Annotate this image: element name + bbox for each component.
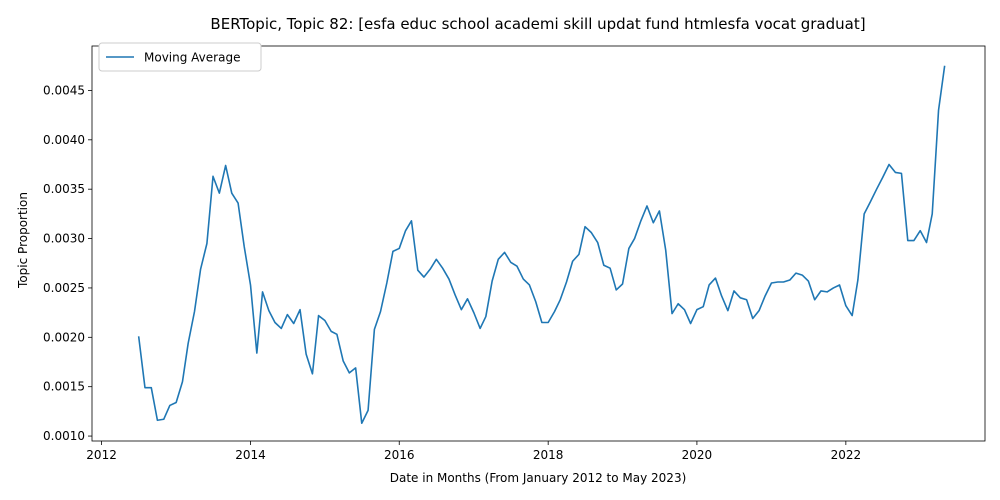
axes-frame <box>91 45 986 442</box>
y-tick-label: 0.0045 <box>43 83 85 97</box>
chart-title: BERTopic, Topic 82: [esfa educ school ac… <box>210 15 865 33</box>
x-tick-label: 2014 <box>235 448 266 462</box>
legend-label: Moving Average <box>144 51 240 65</box>
y-tick-label: 0.0040 <box>43 133 85 147</box>
plot-area: 2012 2014 2016 2018 2020 2022 0.00100.00150.0… <box>43 45 986 462</box>
y-tick-label: 0.0020 <box>43 330 85 344</box>
legend: Moving Average <box>98 42 262 72</box>
x-axis: 2012 2014 2016 2018 2020 2022 <box>86 441 861 462</box>
x-axis-label: Date in Months (From January 2012 to May… <box>390 471 687 485</box>
x-tick-label: 2020 <box>682 448 713 462</box>
y-tick-label: 0.0025 <box>43 281 85 295</box>
x-tick-label: 2022 <box>831 448 862 462</box>
series-line-moving-average <box>137 65 946 425</box>
legend-box <box>98 42 262 72</box>
y-axis: 0.0010 0.0015 0.0020 0.0025 0.0030 0.0035 0.00… <box>43 83 92 443</box>
y-axis-label: Topic Proportion <box>16 192 30 289</box>
y-tick-label: 0.0030 <box>43 232 85 246</box>
y-tick-label: 0.0010 <box>43 429 85 443</box>
y-tick-label: 0.0035 <box>43 182 85 196</box>
x-tick-label: 2012 <box>86 448 117 462</box>
series-layer <box>137 65 946 425</box>
x-tick-label: 2016 <box>384 448 415 462</box>
y-tick-label: 0.0015 <box>43 380 85 394</box>
x-tick-label: 2018 <box>533 448 564 462</box>
